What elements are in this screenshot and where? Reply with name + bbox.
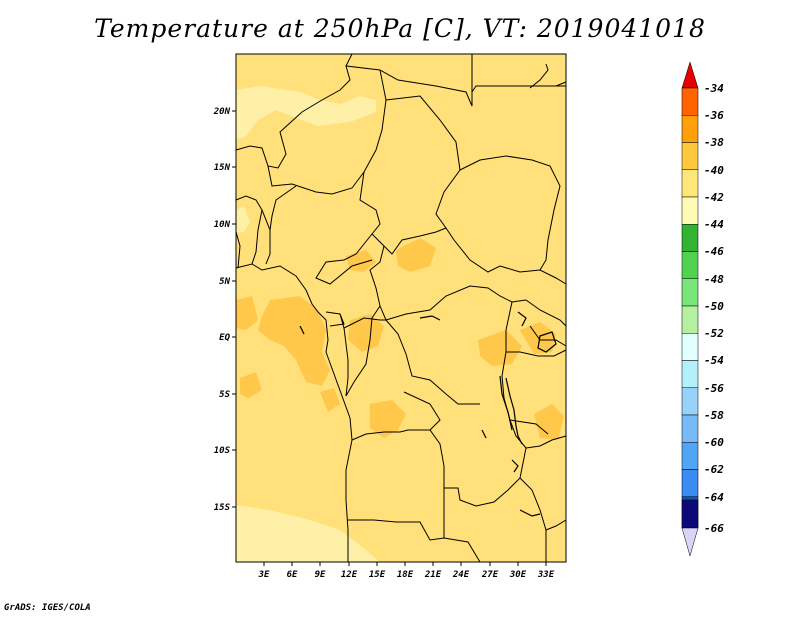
- colorbar-segment: [681, 278, 699, 307]
- colorbar-label: -36: [704, 109, 724, 122]
- lat-label: 15N: [214, 163, 231, 173]
- lat-label: 5S: [219, 390, 230, 400]
- lon-label: 15E: [369, 570, 386, 580]
- colorbar-labels: -34 -36 -38 -40 -42 -44 -46 -48 -50 -52 …: [704, 82, 724, 535]
- colorbar-label: -54: [704, 354, 724, 367]
- map-frame: [235, 53, 567, 563]
- colorbar-label: -44: [704, 218, 724, 231]
- colorbar-label: -48: [704, 273, 724, 286]
- latitude-axis: 20N 15N 10N 5N EQ 5S 10S 15S: [213, 107, 236, 513]
- lat-label: 10S: [214, 446, 231, 456]
- chart-title: Temperature at 250hPa [C], VT: 201904101…: [94, 14, 706, 43]
- colorbar-label: -56: [704, 382, 724, 395]
- lon-label: 12E: [341, 570, 358, 580]
- lat-label: 15S: [214, 503, 231, 513]
- colorbar-segment: [681, 87, 699, 116]
- lon-label: 21E: [424, 570, 442, 580]
- colorbar-top-triangle: [681, 61, 699, 89]
- lon-label: 9E: [315, 570, 326, 580]
- colorbar-segment: [681, 196, 699, 225]
- lon-label: 3E: [258, 570, 270, 580]
- colorbar-segment: [681, 115, 699, 143]
- colorbar-label: -40: [704, 164, 724, 177]
- lon-label: 27E: [481, 570, 499, 580]
- colorbar-bottom-triangle: [681, 527, 699, 557]
- map-area: 20N 15N 10N 5N EQ 5S 10S 15S 3E 6E 9E 12…: [213, 53, 567, 580]
- colorbar-label: -52: [704, 327, 724, 340]
- colorbar-segment: [681, 414, 699, 443]
- colorbar-segment: [681, 442, 699, 470]
- colorbar-label: -62: [704, 463, 724, 476]
- temperature-field-cooler: [236, 86, 380, 562]
- colorbar-label: -34: [704, 82, 724, 95]
- lat-label: EQ: [219, 333, 230, 343]
- colorbar-segment: [681, 499, 699, 529]
- longitude-axis: 3E 6E 9E 12E 15E 18E 21E 24E 27E 30E 33E: [258, 562, 555, 580]
- colorbar-label: -66: [704, 522, 724, 535]
- country-borders: [235, 53, 567, 563]
- lat-label: 20N: [213, 107, 231, 117]
- lat-label: 5N: [219, 277, 230, 287]
- colorbar-segment: [681, 142, 699, 170]
- colorbar: [681, 61, 699, 557]
- colorbar-label: -50: [704, 300, 724, 313]
- colorbar-label: -58: [704, 409, 724, 422]
- lon-label: 30E: [509, 570, 527, 580]
- colorbar-label: -46: [704, 245, 724, 258]
- colorbar-label: -60: [704, 436, 724, 449]
- lakes: [299, 311, 557, 517]
- colorbar-segment: [681, 251, 699, 279]
- lon-label: 6E: [287, 570, 298, 580]
- lat-label: 10N: [214, 220, 231, 230]
- colorbar-label: -42: [704, 191, 724, 204]
- colorbar-segment: [681, 387, 699, 416]
- grads-credit: GrADS: IGES/COLA: [4, 603, 91, 613]
- colorbar-segment: [681, 469, 699, 497]
- colorbar-label: -64: [704, 491, 724, 504]
- colorbar-segment: [681, 305, 699, 334]
- colorbar-segment: [681, 224, 699, 252]
- colorbar-segment: [681, 169, 699, 198]
- colorbar-label: -38: [704, 136, 724, 149]
- colorbar-segment: [681, 333, 699, 361]
- colorbar-segment: [681, 360, 699, 388]
- lon-label: 18E: [397, 570, 414, 580]
- lon-label: 33E: [537, 570, 555, 580]
- lon-label: 24E: [452, 570, 470, 580]
